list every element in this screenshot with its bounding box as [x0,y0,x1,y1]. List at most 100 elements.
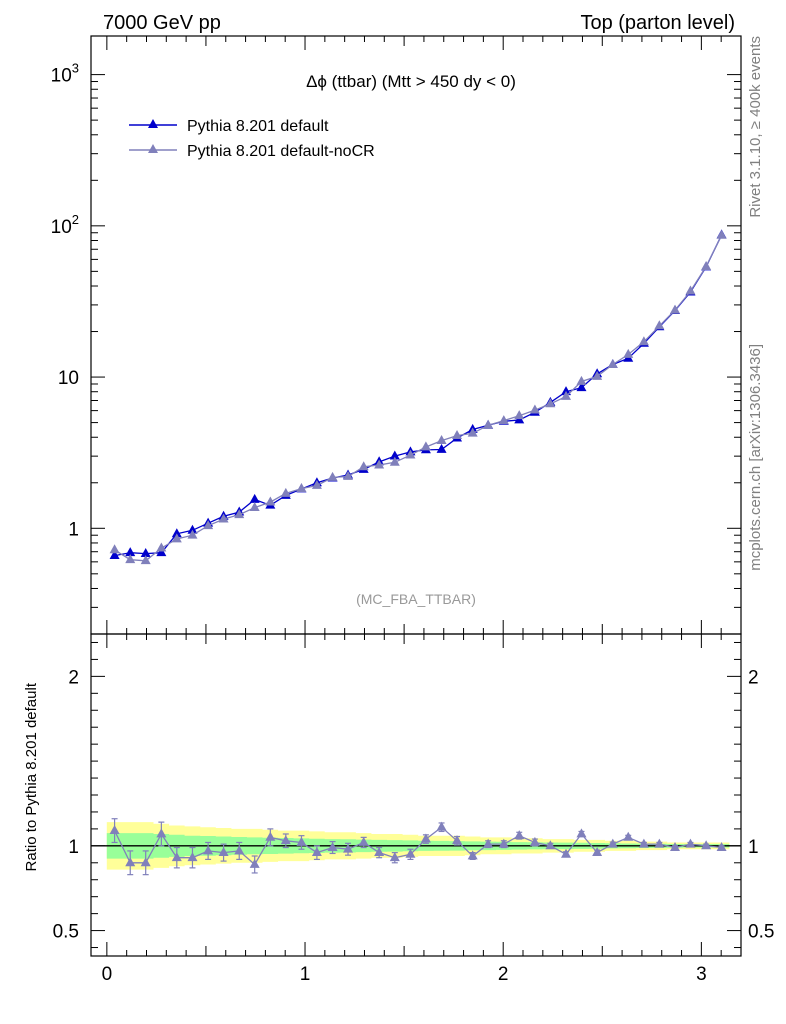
series-point-nocr [498,415,509,425]
ratio-series-point [420,833,431,843]
series-point-nocr [218,513,229,523]
ratio-series-point [452,835,463,845]
series-point-nocr [638,336,649,346]
ratio-series-point [638,838,649,848]
ratio-y-tick-label-right: 2 [748,667,759,688]
mcplots-reference-label: mcplots.cern.ch [arXiv:1306.3436] [747,344,764,571]
series-point-nocr [343,470,354,480]
series-point-nocr [716,229,727,239]
ratio-plot-frame [90,633,742,957]
ratio-series-line [114,826,722,866]
series-point-nocr [389,456,400,466]
ratio-series-point [670,841,681,851]
ratio-series-point [389,852,400,862]
ratio-series-point [140,857,151,867]
ratio-x-tick-label: 2 [498,964,509,985]
series-point-nocr [561,390,572,400]
ratio-series-point [483,838,494,848]
ratio-y-tick-label: 1 [68,837,79,858]
series-point-nocr [467,427,478,437]
series-point-nocr [592,370,603,380]
ratio-series-point [311,847,322,857]
legend-label-default: Pythia 8.201 default [187,118,329,135]
series-point-nocr [529,404,540,414]
series-point-nocr [452,430,463,440]
ratio-series-point [358,836,369,846]
ratio-y-tick-label-right: 0.5 [748,922,774,943]
ratio-series-point [327,841,338,851]
ratio-y-tick-label-right: 1 [748,837,759,858]
series-point-default [140,548,151,558]
ratio-series-point [561,848,572,858]
ratio-series-point [187,852,198,862]
series-point-default [389,450,400,460]
series-point-nocr [685,285,696,295]
ratio-plot-panel: 0.5 0.5 1 1 2 2 0 1 2 3 Ratio to Pythia 8.201 def… [23,633,774,985]
series-point-nocr [545,398,556,408]
series-point-nocr [405,449,416,459]
series-point-nocr [109,544,120,554]
series-point-default [156,547,167,557]
series-point-nocr [187,529,198,539]
series-point-nocr [623,348,634,358]
ratio-series-point [405,848,416,858]
series-point-nocr [358,461,369,471]
ratio-series-point [156,828,167,838]
ratio-series-point [701,840,712,850]
legend-entry-default: Pythia 8.201 default [129,118,329,135]
series-point-nocr [436,435,447,445]
series-point-nocr [374,459,385,469]
legend: Pythia 8.201 default Pythia 8.201 defaul… [129,118,375,160]
series-point-nocr [203,520,214,530]
ratio-series-point [374,847,385,857]
ratio-series-point [234,845,245,855]
series-point-nocr [311,479,322,489]
series-point-nocr [249,502,260,512]
series-point-nocr [701,260,712,270]
ratio-x-tick-label: 3 [696,964,707,985]
series-point-default [109,550,120,560]
ratio-series-point [498,838,509,848]
ratio-series-point [576,828,587,838]
legend-entry-nocr: Pythia 8.201 default-noCR [129,143,375,160]
series-point-nocr [125,554,136,564]
main-y-tick-label: 102 [51,212,79,238]
series-point-nocr [576,375,587,385]
ratio-series-point [607,838,618,848]
ratio-series-point [623,831,634,841]
series-point-nocr [234,509,245,519]
ratio-series-point [592,847,603,857]
ratio-series-point [265,831,276,841]
ratio-series-point [343,843,354,853]
ratio-series-point [685,838,696,848]
ratio-series-point [218,847,229,857]
series-point-default [249,493,260,503]
series-point-nocr [156,542,167,552]
ratio-series-point [109,825,120,835]
series-point-nocr [607,358,618,368]
ratio-series-point [125,857,136,867]
series-point-nocr [280,487,291,497]
ratio-series-point [545,840,556,850]
ratio-series-point [529,836,540,846]
ratio-y-tick-label: 2 [68,667,79,688]
series-point-default [436,443,447,453]
series-point-nocr [265,496,276,506]
series-point-default [561,386,572,396]
legend-label-nocr: Pythia 8.201 default-noCR [187,143,375,160]
ratio-x-tick-label: 0 [102,964,113,985]
series-line-default [114,234,723,557]
ratio-series-point [654,838,665,848]
ratio-series-point [296,836,307,846]
main-y-tick-label: 1 [68,519,79,540]
header-left-label: 7000 GeV pp [103,12,221,34]
ratio-series-point [171,852,182,862]
main-y-tick-label: 103 [51,61,79,87]
plot-title: Δϕ (ttbar) (Mtt > 450 dy < 0) [306,72,516,91]
series-point-nocr [420,441,431,451]
ratio-y-tick-label: 0.5 [53,922,79,943]
ratio-series-point [716,841,727,851]
series-point-nocr [483,419,494,429]
